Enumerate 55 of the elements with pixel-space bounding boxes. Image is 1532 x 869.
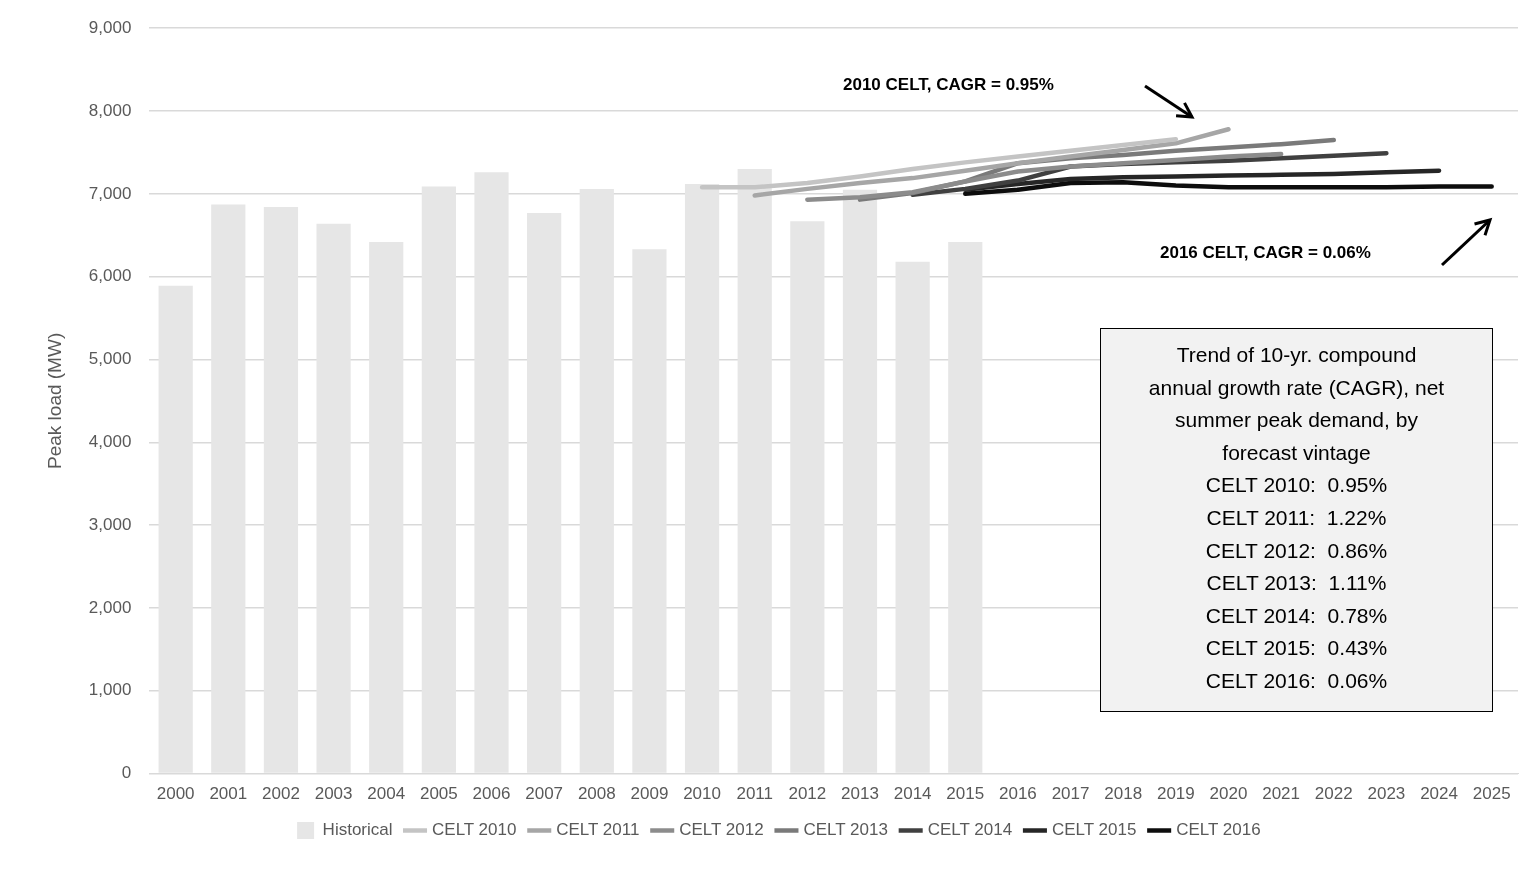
x-tick-label: 2019 [1156,784,1195,804]
x-tick-label: 2004 [367,784,406,804]
y-tick-label: 5,000 [88,349,132,369]
y-tick-label: 8,000 [88,100,132,120]
y-tick-label: 7,000 [88,183,132,203]
x-tick-label: 2005 [419,784,458,804]
annotation: CELT 2016: 0.06% [1204,667,1389,694]
x-tick-label: 2015 [946,784,985,804]
y-tick-label: 4,000 [88,432,132,451]
x-tick-label: 2012 [788,784,827,804]
legend-label: CELT 2012 [679,820,764,840]
legend-label: CELT 2015 [1051,820,1137,840]
annotation: CELT 2014: 0.78% [1204,602,1389,629]
y-tick-label: 9,000 [88,17,132,37]
annotation: 2016 CELT, CAGR = 0.06% [1160,243,1371,263]
x-tick-label: 2011 [736,784,773,804]
x-tick-label: 2006 [472,784,511,804]
x-tick-label: 2000 [156,784,195,804]
y-tick-label: 2,000 [88,597,132,617]
legend-label: CELT 2010 [432,820,517,840]
legend-label: CELT 2016 [1176,820,1261,840]
x-tick-label: 2022 [1314,784,1353,804]
annotation: CELT 2010: 0.95% [1204,472,1389,499]
y-axis-title: Peak load (MW) [43,332,65,469]
y-tick-label: 0 [121,763,132,783]
x-tick-label: 2021 [1262,784,1301,804]
x-tick-label: 2007 [525,784,564,804]
legend-label: Historical [322,820,393,840]
annotation: CELT 2012: 0.86% [1204,537,1389,564]
x-tick-label: 2002 [262,784,300,804]
x-tick-label: 2024 [1420,784,1458,804]
y-tick-label: 6,000 [88,266,132,286]
x-tick-label: 2008 [577,784,616,804]
x-tick-label: 2023 [1367,784,1406,804]
x-tick-label: 2013 [841,784,879,804]
annotation: Trend of 10-yr. compound annual growth rate (CAGR), net summer peak demand, by forecast vintage [1147,342,1446,466]
y-tick-label: 3,000 [88,514,132,534]
legend-label: CELT 2011 [556,820,640,840]
y-tick-label: 1,000 [88,680,132,700]
x-tick-label: 2010 [683,784,721,804]
annotation: 2010 CELT, CAGR = 0.95% [843,75,1054,95]
annotation: CELT 2015: 0.43% [1204,635,1389,662]
x-tick-label: 2025 [1472,784,1511,804]
x-tick-label: 2016 [999,784,1037,804]
annotation: CELT 2013: 1.11% [1205,570,1388,597]
annotation: CELT 2011: 1.22% [1205,504,1388,531]
x-tick-label: 2001 [209,784,248,804]
legend-label: CELT 2013 [803,820,888,840]
x-tick-label: 2003 [314,784,353,804]
legend-label: CELT 2014 [927,820,1013,840]
x-tick-label: 2020 [1209,784,1248,804]
x-tick-label: 2009 [630,784,669,804]
x-tick-label: 2017 [1051,784,1090,804]
x-tick-label: 2014 [893,784,932,804]
x-tick-label: 2018 [1104,784,1143,804]
